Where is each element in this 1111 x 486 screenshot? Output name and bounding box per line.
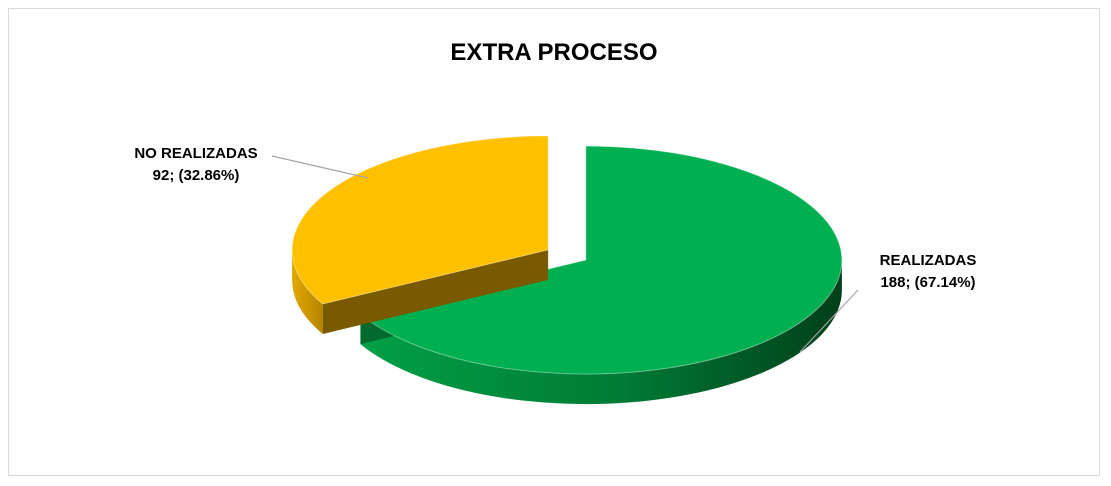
slice-top bbox=[359, 145, 843, 375]
data-label-value-no-realizadas: 92; (32.86%) bbox=[153, 167, 240, 184]
pie-slice-no-realizadas bbox=[291, 135, 549, 334]
slice-cut-face bbox=[322, 249, 549, 334]
data-label-value-realizadas: 188; (67.14%) bbox=[880, 274, 975, 291]
data-label-name-no-realizadas: NO REALIZADAS bbox=[134, 145, 257, 162]
chart-title: EXTRA PROCESO bbox=[450, 39, 658, 66]
slice-top bbox=[291, 135, 549, 305]
slice-side bbox=[292, 249, 323, 334]
data-label-name-realizadas: REALIZADAS bbox=[880, 252, 977, 269]
slice-side bbox=[360, 260, 842, 405]
leader-line-realizadas bbox=[799, 289, 859, 353]
leader-line-no-realizadas bbox=[271, 155, 369, 179]
